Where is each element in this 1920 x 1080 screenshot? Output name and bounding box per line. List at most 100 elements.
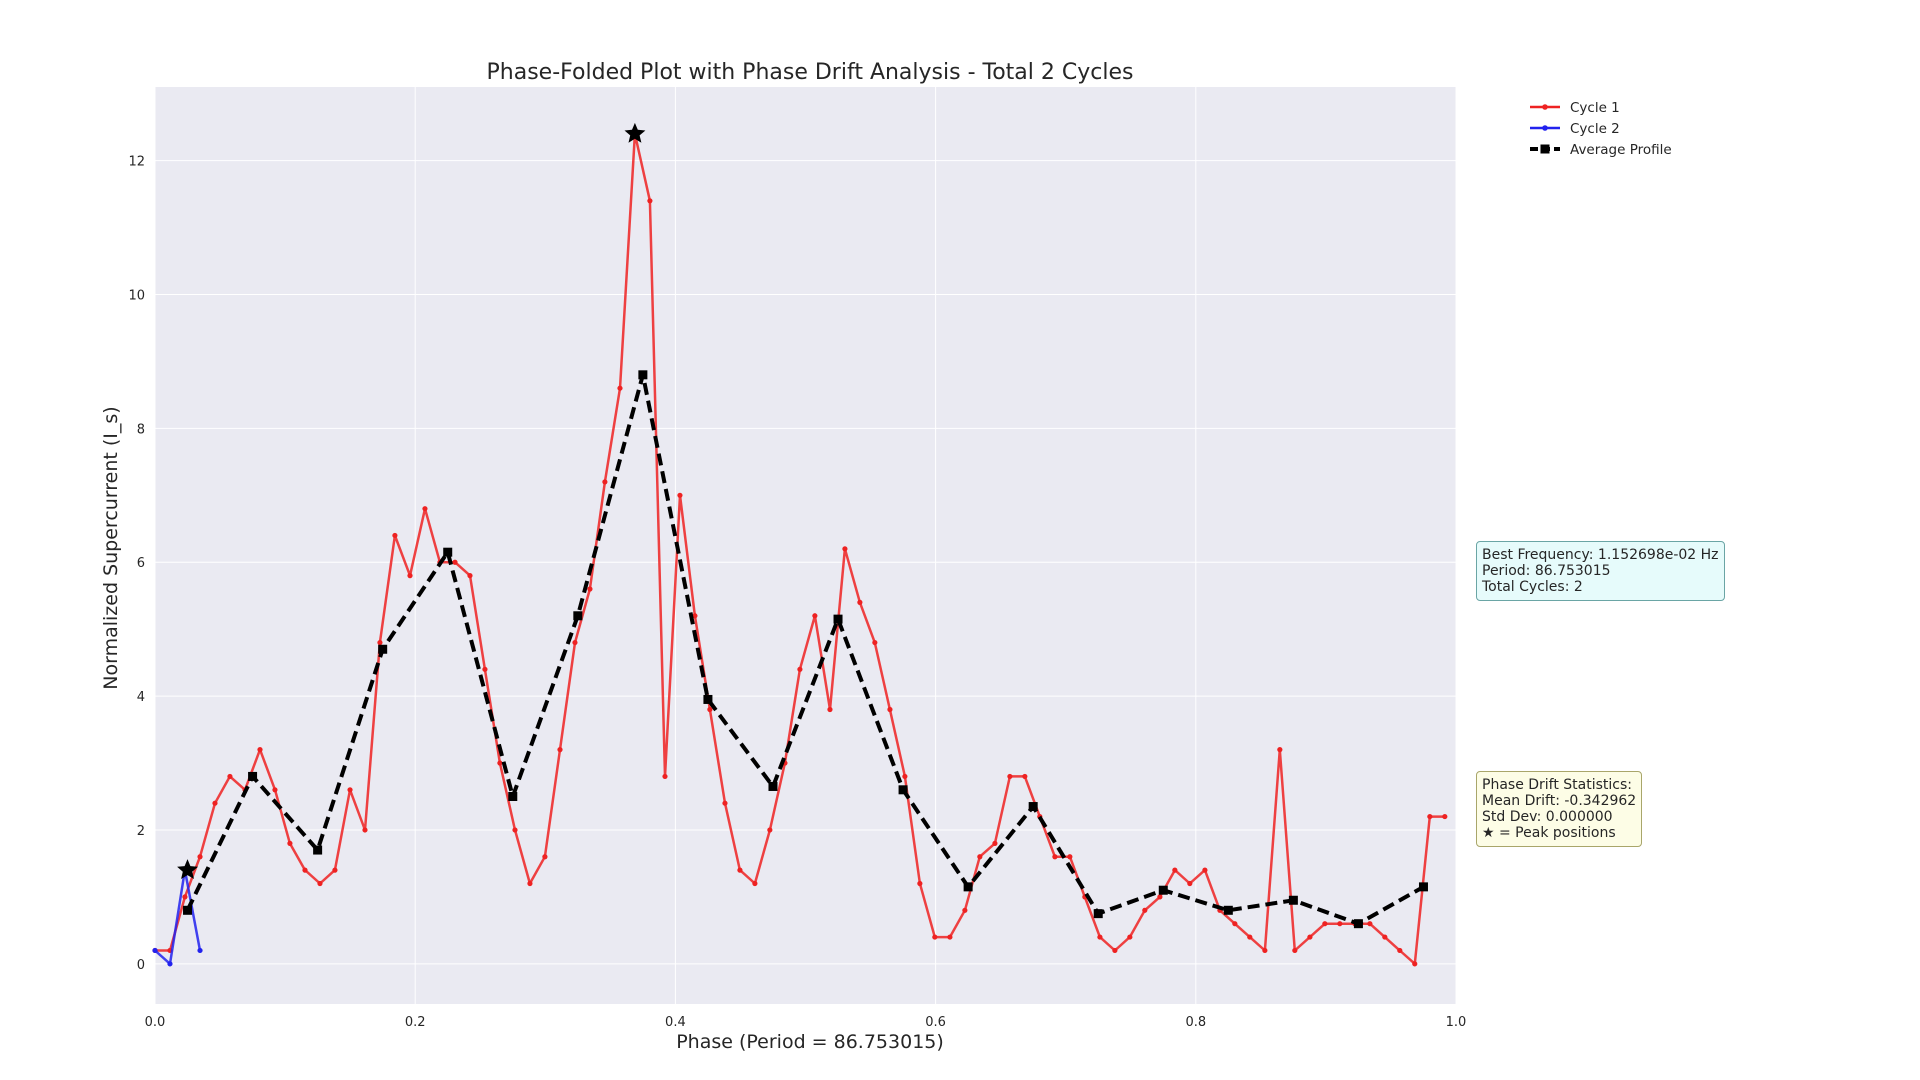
series-point	[482, 666, 488, 672]
series-point	[183, 905, 193, 915]
x-axis-label: Phase (Period = 86.753015)	[676, 1031, 944, 1053]
info-line: Period: 86.753015	[1482, 563, 1611, 579]
drift-line: ★ = Peak positions	[1482, 825, 1616, 841]
series-line	[185, 372, 1425, 926]
series-point	[797, 666, 803, 672]
series-point	[898, 785, 908, 795]
drift-line: Std Dev: 0.000000	[1482, 809, 1613, 825]
series-point	[1028, 802, 1038, 812]
series-point	[557, 747, 563, 753]
series-point	[527, 880, 533, 887]
series-point	[572, 639, 578, 646]
series-point	[227, 773, 233, 780]
x-tick-label: 1.0	[1446, 1015, 1467, 1030]
series-point	[1427, 813, 1433, 820]
series-point	[1247, 934, 1253, 940]
series-point	[272, 787, 278, 793]
series-point	[347, 787, 353, 793]
legend-entry: Average Profile	[1570, 142, 1672, 158]
legend-marker	[1542, 104, 1548, 110]
series-point	[1067, 854, 1073, 860]
x-tick-label: 0.4	[665, 1015, 686, 1030]
peak-star-icon	[177, 859, 198, 879]
series-point	[722, 800, 728, 806]
series-point	[1187, 880, 1193, 887]
series-point	[833, 614, 843, 624]
series-point	[248, 771, 258, 781]
x-axis-ticks: 0.0 0.2 0.4 0.6 0.8 1.0	[145, 1015, 1467, 1030]
series-point	[902, 773, 908, 780]
series-point	[1158, 885, 1168, 895]
x-tick-label: 0.6	[925, 1015, 946, 1030]
series-line	[154, 868, 202, 966]
series-point	[1052, 854, 1058, 860]
series-1	[152, 131, 1448, 967]
series-point	[1307, 934, 1313, 940]
series-point	[287, 840, 293, 846]
series-point	[508, 792, 518, 802]
legend-marker	[1540, 144, 1550, 154]
series-point	[917, 880, 923, 887]
y-tick-label: 8	[137, 422, 145, 437]
series-point	[1367, 921, 1373, 927]
series-point	[377, 639, 383, 646]
legend: Cycle 1 Cycle 2 Average Profile	[1530, 100, 1672, 158]
series-point	[407, 573, 413, 579]
y-tick-label: 4	[137, 690, 145, 705]
series-point	[1337, 921, 1343, 927]
y-tick-label: 12	[128, 155, 145, 170]
series-point	[1288, 895, 1298, 905]
series-point	[1022, 773, 1028, 780]
series-point	[963, 882, 973, 892]
series-point	[313, 845, 323, 855]
series-point	[1097, 934, 1103, 940]
series-point	[1292, 947, 1298, 954]
series-point	[767, 827, 773, 833]
series-point	[197, 947, 203, 954]
series-point	[962, 907, 968, 913]
series-point	[617, 385, 623, 391]
series-point	[1353, 919, 1363, 929]
series-point	[1007, 773, 1013, 780]
series-point	[1127, 934, 1133, 940]
y-tick-label: 2	[137, 824, 145, 839]
x-tick-label: 0.0	[145, 1015, 166, 1030]
series-point	[467, 573, 473, 579]
info-line: Best Frequency: 1.152698e-02 Hz	[1482, 547, 1719, 563]
series-point	[1382, 934, 1388, 940]
drift-line: Phase Drift Statistics:	[1482, 777, 1633, 793]
series-point	[662, 773, 668, 780]
series-point	[752, 880, 758, 887]
y-tick-label: 10	[128, 288, 145, 303]
series-point	[1277, 747, 1283, 753]
y-axis-label: Normalized Supercurrent (I_s)	[100, 406, 122, 689]
legend-entry: Cycle 2	[1570, 121, 1620, 137]
series-point	[317, 880, 323, 887]
series-point	[977, 854, 983, 860]
series-point	[1157, 894, 1163, 900]
series-point	[452, 559, 458, 565]
series-point	[182, 894, 188, 900]
drift-line: Mean Drift: -0.342962	[1482, 793, 1637, 809]
series-point	[887, 706, 893, 713]
series-point	[647, 198, 653, 204]
series-point	[378, 644, 388, 654]
series-point	[1093, 909, 1103, 919]
series-point	[257, 747, 263, 753]
series-point	[827, 706, 833, 713]
series-3	[183, 370, 1428, 929]
series-point	[947, 934, 953, 940]
series-point	[1418, 882, 1428, 892]
y-tick-label: 6	[137, 556, 145, 571]
series-point	[1397, 947, 1403, 954]
grid-lines	[154, 87, 1457, 1004]
series-point	[602, 479, 608, 485]
series-point	[1172, 867, 1178, 873]
series-point	[992, 840, 998, 846]
legend-marker	[1542, 125, 1548, 131]
series-point	[197, 854, 203, 860]
series-point	[152, 947, 158, 954]
series-point	[302, 867, 308, 873]
y-tick-label: 0	[137, 958, 145, 973]
